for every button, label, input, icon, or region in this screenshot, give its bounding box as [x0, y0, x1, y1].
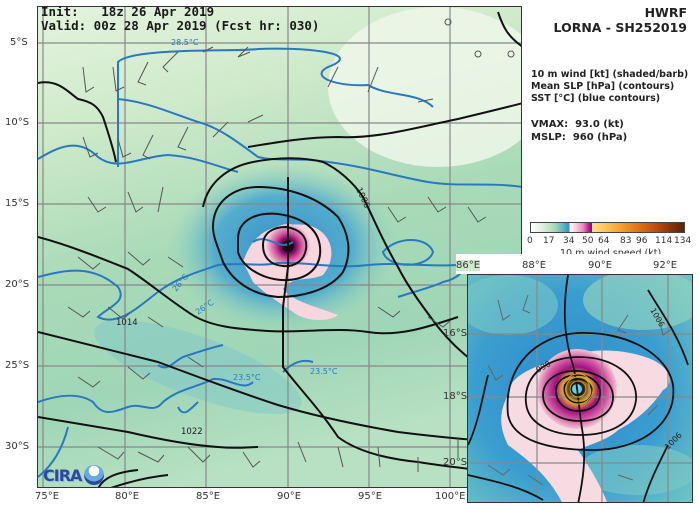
inset-lon-label: 86°E: [456, 260, 481, 271]
sst-label: 23.5°C: [310, 367, 338, 376]
wind-speed-colorbar: [530, 222, 685, 233]
lon-label: 85°E: [196, 491, 221, 502]
wind-barbs: [67, 46, 494, 472]
inset-lon-label: 92°E: [653, 260, 678, 271]
calm-markers: [444, 18, 515, 58]
forecast-info: Init: 18z 26 Apr 2019 Valid: 00z 28 Apr …: [41, 5, 319, 33]
main-map-canvas: 1006 1014 1022 28.5°C 26°C 26°C 23.5°C 2…: [38, 7, 521, 487]
cira-globe-icon: [84, 465, 105, 485]
inset-lat-label: 20°S: [443, 457, 468, 468]
storm-stats: VMAX: 93.0 (kt) MSLP: 960 (hPa): [531, 119, 627, 144]
lat-label: 10°S: [5, 117, 30, 128]
slp-label-1014: 1014: [116, 318, 138, 328]
lat-label: 20°S: [5, 279, 30, 290]
lon-label: 75°E: [35, 491, 60, 502]
inset-map-canvas: 1006 998 1006: [468, 275, 692, 502]
lon-label: 80°E: [115, 491, 140, 502]
lat-label: 5°S: [10, 37, 28, 48]
colorbar-tick: 64: [598, 236, 610, 246]
colorbar-tick: 0: [527, 236, 533, 246]
colorbar-tick: 96: [636, 236, 648, 246]
inset-lat-label: 18°S: [443, 391, 468, 402]
main-map[interactable]: 1006 1014 1022 28.5°C 26°C 26°C 23.5°C 2…: [37, 6, 522, 488]
lon-label: 95°E: [358, 491, 383, 502]
cira-logo-text: CIRA: [43, 465, 82, 485]
colorbar-tick: 83: [620, 236, 632, 246]
inset-lon-label: 90°E: [588, 260, 613, 271]
model-name: HWRF: [644, 5, 687, 20]
sst-label: 28.5°C: [171, 38, 199, 47]
storm-name: LORNA - SH252019: [553, 20, 687, 35]
legend-slp: Mean SLP [hPa] (contours): [531, 81, 675, 92]
cira-logo: CIRA: [43, 465, 105, 485]
inset-lat-label: 16°S: [443, 328, 468, 339]
inset-lon-label: 88°E: [522, 260, 547, 271]
vmax-value: VMAX: 93.0 (kt): [531, 119, 624, 130]
slp-contours: [38, 81, 521, 487]
field-legend: 10 m wind [kt] (shaded/barb) Mean SLP [h…: [531, 69, 688, 105]
init-time: Init: 18z 26 Apr 2019: [41, 4, 215, 19]
inset-header-bg: [456, 254, 696, 274]
lat-label: 25°S: [5, 360, 30, 371]
lat-label: 15°S: [5, 198, 30, 209]
title-block: HWRF LORNA - SH252019: [554, 5, 687, 35]
legend-sst: SST [°C] (blue contours): [531, 93, 661, 104]
legend-wind: 10 m wind [kt] (shaded/barb): [531, 69, 689, 80]
colorbar-ticks: 0 17 34 50 64 83 96 114 134: [527, 233, 691, 247]
inset-slp-contours: [468, 275, 689, 502]
colorbar-tick: 134: [674, 236, 692, 246]
lon-label: 100°E: [435, 491, 466, 502]
slp-label-1022: 1022: [181, 427, 203, 437]
valid-time: Valid: 00z 28 Apr 2019 (Fcst hr: 030): [41, 18, 320, 33]
lat-label: 30°S: [5, 441, 30, 452]
mslp-value: MSLP: 960 (hPa): [531, 131, 628, 143]
colorbar-tick: 50: [582, 236, 594, 246]
sst-label: 23.5°C: [233, 373, 261, 382]
colorbar-tick: 114: [655, 236, 673, 246]
colorbar-label: 10 m wind speed (kt): [560, 248, 661, 259]
inset-map[interactable]: 1006 998 1006: [467, 274, 693, 503]
colorbar-tick: 34: [563, 236, 575, 246]
colorbar-tick: 17: [543, 236, 555, 246]
lon-label: 90°E: [277, 491, 302, 502]
